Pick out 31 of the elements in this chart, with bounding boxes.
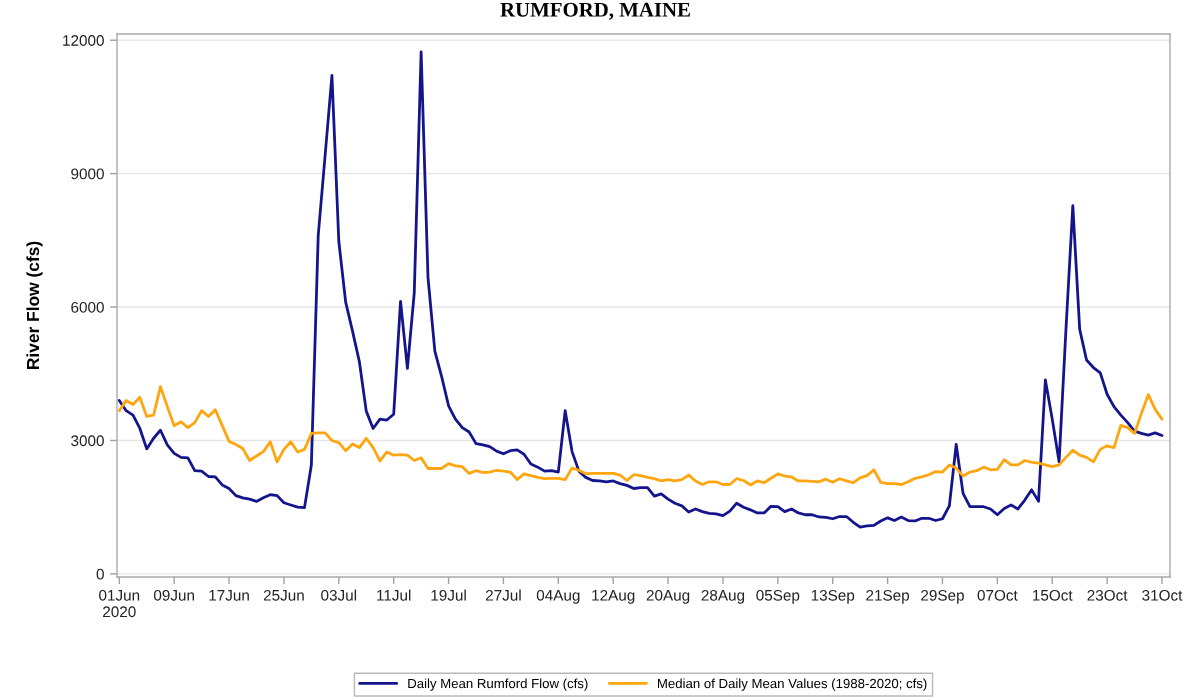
x-tick-label: 21Sep bbox=[866, 589, 910, 604]
y-tick-label: 3000 bbox=[71, 435, 104, 447]
x-tick-label: 07Oct bbox=[977, 589, 1018, 601]
x-tick-label: 12Aug bbox=[592, 589, 635, 604]
x-tick-label: 05Sep bbox=[756, 589, 800, 604]
line-series bbox=[117, 385, 1164, 487]
legend-label: Daily Mean Rumford Flow (cfs) bbox=[408, 678, 588, 691]
x-tick-label: 13Sep bbox=[811, 589, 855, 604]
x-tick-label: 03Jul bbox=[321, 589, 357, 601]
x-tick-label: 29Sep bbox=[921, 589, 964, 604]
y-tick-label: 0 bbox=[96, 568, 104, 580]
x-tick-label: 27Jul bbox=[485, 589, 521, 601]
x-tick-label: 19Jul bbox=[431, 589, 466, 601]
y-tick-label: 9000 bbox=[71, 168, 104, 180]
x-tick-label: 09Jun bbox=[153, 589, 194, 601]
x-tick-label: 01Jun 2020 bbox=[99, 589, 140, 618]
chart-title: RUMFORD, MAINE bbox=[500, 2, 690, 20]
x-tick-label: 31Oct bbox=[1142, 589, 1183, 601]
x-tick-label: 20Aug bbox=[646, 589, 690, 604]
legend-label: Median of Daily Mean Values (1988-2020; cfs) bbox=[658, 678, 927, 691]
x-tick-label: 04Aug bbox=[536, 589, 580, 604]
line-series bbox=[117, 50, 1164, 529]
x-tick-label: 25Jun bbox=[263, 589, 304, 601]
x-tick-label: 11Jul bbox=[377, 589, 411, 601]
y-axis-title: River Flow (cfs) bbox=[26, 241, 43, 369]
x-tick-label: 23Oct bbox=[1087, 589, 1128, 601]
y-tick-label: 12000 bbox=[63, 35, 104, 46]
x-tick-label: 15Oct bbox=[1033, 589, 1073, 601]
x-tick-label: 28Aug bbox=[701, 589, 745, 604]
y-tick-label: 6000 bbox=[71, 301, 104, 313]
x-tick-label: 17Jun bbox=[209, 590, 249, 601]
